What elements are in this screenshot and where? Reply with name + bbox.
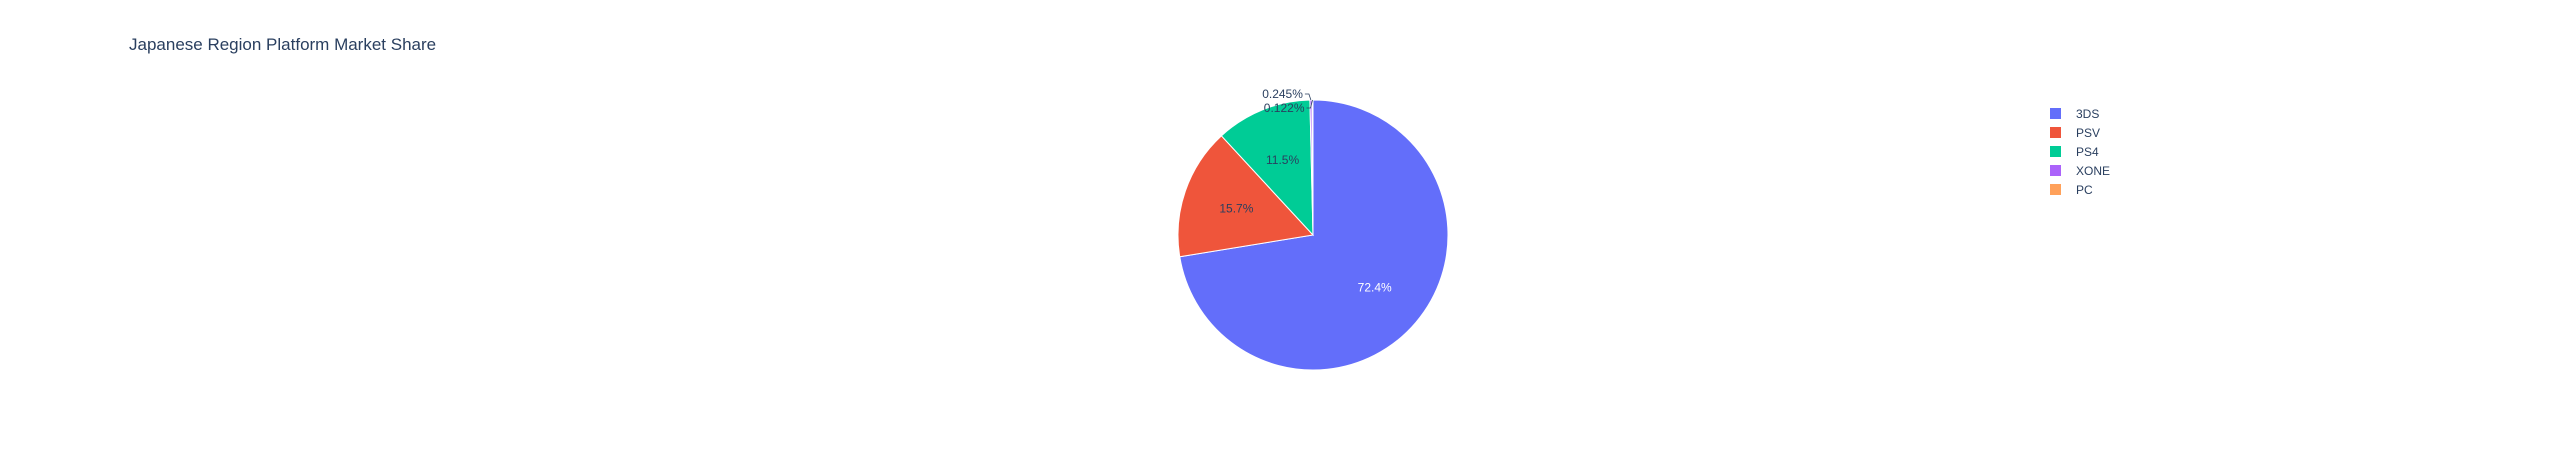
legend-item-ps4[interactable]: PS4 bbox=[2050, 145, 2099, 159]
legend-item-xone[interactable]: XONE bbox=[2050, 164, 2110, 178]
pie-labels: 72.4% 15.7% 11.5% 0.245%0.122% bbox=[1219, 87, 1392, 295]
legend-label-pc: PC bbox=[2076, 183, 2093, 197]
pie-slice-psv[interactable] bbox=[1177, 135, 1314, 258]
legend-item-pc[interactable]: PC bbox=[2050, 183, 2093, 197]
legend-swatch-pc bbox=[2050, 184, 2061, 195]
chart-title: Japanese Region Platform Market Share bbox=[129, 35, 436, 54]
slice-label-3ds: 72.4% bbox=[1358, 281, 1392, 295]
legend: 3DS PSV PS4 XONE PC bbox=[2050, 107, 2110, 197]
pie-slices bbox=[1177, 99, 1449, 371]
legend-label-xone: XONE bbox=[2076, 164, 2110, 178]
legend-label-psv: PSV bbox=[2076, 126, 2100, 140]
legend-swatch-xone bbox=[2050, 165, 2061, 176]
slice-label-ps4: 11.5% bbox=[1266, 153, 1299, 167]
legend-swatch-psv bbox=[2050, 127, 2061, 138]
pie-slice-3ds[interactable] bbox=[1179, 99, 1449, 371]
pie-slice-ps4[interactable] bbox=[1220, 99, 1314, 237]
leader-line-xone bbox=[1304, 93, 1312, 101]
legend-swatch-3ds bbox=[2050, 108, 2061, 119]
legend-label-ps4: PS4 bbox=[2076, 145, 2099, 159]
slice-label-xone: 0.245% bbox=[1262, 87, 1303, 101]
legend-label-3ds: 3DS bbox=[2076, 107, 2099, 121]
leader-line-pc bbox=[1306, 99, 1313, 109]
slice-label-pc: 0.122% bbox=[1264, 101, 1305, 115]
legend-item-3ds[interactable]: 3DS bbox=[2050, 107, 2099, 121]
legend-swatch-ps4 bbox=[2050, 146, 2061, 157]
slice-label-psv: 15.7% bbox=[1219, 202, 1253, 216]
legend-item-psv[interactable]: PSV bbox=[2050, 126, 2100, 140]
